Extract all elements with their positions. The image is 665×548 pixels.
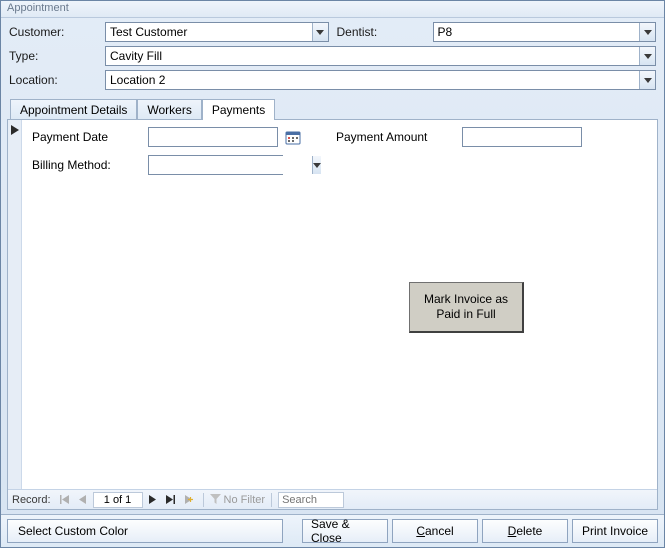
record-nav-label: Record: [12, 494, 51, 506]
payment-date-input[interactable] [148, 127, 278, 147]
tab-workers[interactable]: Workers [137, 99, 201, 120]
filter-indicator[interactable]: No Filter [210, 494, 266, 506]
nav-next-icon[interactable] [145, 492, 161, 508]
header-fields: Customer: Dentist: Type: Location: [1, 18, 664, 96]
record-position[interactable] [93, 492, 143, 508]
filter-text: No Filter [224, 494, 266, 506]
tab-container: Appointment Details Workers Payments Pay… [7, 98, 658, 510]
record-search-input[interactable] [278, 492, 344, 508]
cancel-button[interactable]: Cancel [392, 519, 478, 543]
mark-button-line1: Mark Invoice as [424, 292, 508, 306]
location-combo[interactable] [105, 70, 656, 90]
save-close-button[interactable]: Save & Close [302, 519, 388, 543]
chevron-down-icon[interactable] [639, 23, 655, 41]
calendar-icon[interactable] [284, 128, 302, 146]
chevron-down-icon[interactable] [312, 156, 321, 174]
customer-label: Customer: [9, 25, 97, 39]
nav-last-icon[interactable] [163, 492, 179, 508]
type-combo[interactable] [105, 46, 656, 66]
billing-method-input[interactable] [149, 156, 312, 174]
payments-form: Payment Date Pa [22, 120, 657, 489]
billing-method-label: Billing Method: [32, 158, 142, 172]
location-input[interactable] [106, 71, 639, 89]
chevron-down-icon[interactable] [639, 71, 655, 89]
payment-date-label: Payment Date [32, 130, 142, 144]
print-invoice-button[interactable]: Print Invoice [572, 519, 658, 543]
mark-button-line2: Paid in Full [436, 307, 495, 321]
tab-payments[interactable]: Payments [202, 99, 275, 120]
footer-bar: Select Custom Color Save & Close Cancel … [1, 514, 664, 547]
payments-panel: Payment Date Pa [7, 119, 658, 510]
record-navigator: Record: No Filter [8, 489, 657, 509]
payment-amount-label: Payment Amount [336, 130, 456, 144]
nav-prev-icon[interactable] [75, 492, 91, 508]
customer-combo[interactable] [105, 22, 329, 42]
mark-invoice-paid-button[interactable]: Mark Invoice as Paid in Full [409, 282, 524, 333]
chevron-down-icon[interactable] [312, 23, 328, 41]
select-custom-color-button[interactable]: Select Custom Color [7, 519, 283, 543]
nav-first-icon[interactable] [57, 492, 73, 508]
chevron-down-icon[interactable] [639, 47, 655, 65]
record-selector[interactable] [8, 120, 22, 489]
payment-amount-input[interactable] [462, 127, 582, 147]
appointment-window: Appointment Customer: Dentist: Type: Loc… [0, 0, 665, 548]
type-label: Type: [9, 49, 97, 63]
location-label: Location: [9, 73, 97, 87]
dentist-label: Dentist: [337, 25, 425, 39]
tab-appointment-details[interactable]: Appointment Details [10, 99, 137, 120]
tab-strip: Appointment Details Workers Payments [7, 98, 658, 119]
billing-method-combo[interactable] [148, 155, 283, 175]
dentist-input[interactable] [434, 23, 640, 41]
dentist-combo[interactable] [433, 22, 657, 42]
delete-button[interactable]: Delete [482, 519, 568, 543]
nav-new-icon[interactable] [181, 492, 197, 508]
customer-input[interactable] [106, 23, 312, 41]
type-input[interactable] [106, 47, 639, 65]
window-title: Appointment [1, 1, 664, 18]
